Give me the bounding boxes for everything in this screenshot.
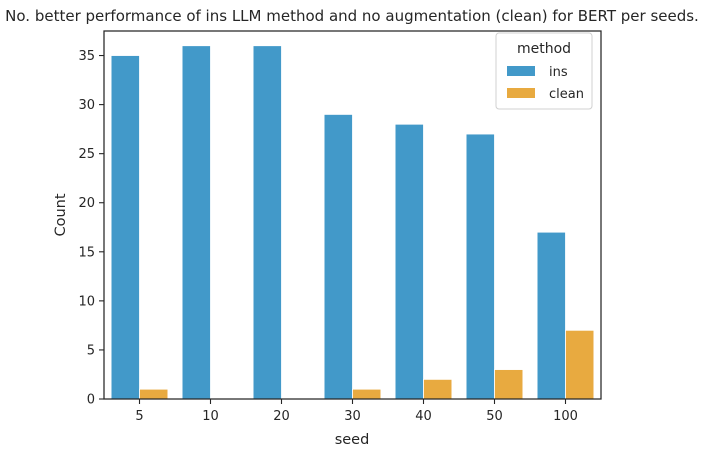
bar-clean-5	[139, 388, 169, 400]
legend-title: method	[517, 41, 571, 57]
bar-clean-30	[352, 388, 382, 400]
x-axis: 5 10 20 30 40 50 100	[135, 399, 578, 424]
bars-group	[110, 45, 595, 400]
x-tick-label-20: 20	[273, 409, 290, 424]
bar-ins-5	[110, 55, 140, 400]
y-tick-label-35: 35	[78, 49, 95, 64]
bar-clean-40	[423, 378, 453, 400]
x-tick-label-100: 100	[553, 409, 578, 424]
y-tick-label-20: 20	[78, 196, 95, 211]
y-tick-label-25: 25	[78, 147, 95, 162]
y-tick-label-30: 30	[78, 98, 95, 113]
legend-swatch-ins	[507, 66, 535, 76]
x-tick-label-10: 10	[202, 409, 219, 424]
bar-ins-40	[394, 123, 424, 400]
chart-title: No. better performance of ins LLM method…	[5, 7, 699, 25]
y-axis: 0 5 10 15 20 25 30 35	[78, 49, 104, 408]
legend-swatch-clean	[507, 88, 535, 98]
bar-ins-30	[323, 114, 353, 400]
bar-ins-10	[181, 45, 211, 400]
legend-label-ins: ins	[549, 65, 568, 80]
legend-label-clean: clean	[549, 87, 584, 102]
x-tick-label-5: 5	[135, 409, 143, 424]
x-tick-label-30: 30	[344, 409, 361, 424]
bar-ins-20	[252, 45, 282, 400]
x-axis-label: seed	[335, 432, 370, 448]
legend: method ins clean	[495, 32, 593, 110]
y-tick-label-10: 10	[78, 294, 95, 309]
bar-ins-100	[536, 231, 566, 400]
x-tick-label-50: 50	[486, 409, 503, 424]
y-tick-label-0: 0	[87, 393, 95, 408]
bar-clean-100	[565, 329, 595, 400]
bar-ins-50	[465, 133, 495, 400]
y-axis-label: Count	[53, 193, 69, 236]
bar-clean-50	[494, 369, 524, 400]
y-tick-label-5: 5	[87, 343, 95, 358]
x-tick-label-40: 40	[415, 409, 432, 424]
plot-frame	[103, 30, 602, 400]
y-tick-label-15: 15	[78, 245, 95, 260]
